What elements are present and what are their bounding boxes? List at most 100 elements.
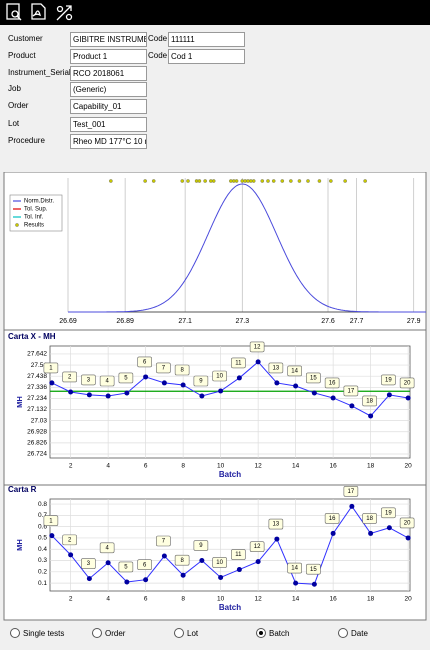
y-axis-label: MH [15,539,24,551]
field-label: Job [8,84,21,93]
y-tick-label: 27.54 [31,362,48,369]
point-label: 12 [254,344,261,350]
point-label: 2 [68,375,72,381]
point [180,382,186,388]
point-label: 7 [162,366,166,372]
point-label-box [174,364,190,376]
radio-dot[interactable] [174,628,184,638]
radio-dot[interactable] [92,628,102,638]
field-input[interactable]: Test_001 [70,117,147,132]
point [68,389,74,395]
point-label: 17 [348,489,355,495]
point [293,580,299,586]
code-input[interactable]: Cod 1 [168,49,245,64]
result-dot [297,179,302,183]
point [330,395,336,401]
point-label-box [362,513,377,524]
point [405,535,411,541]
point [218,388,224,394]
code-input[interactable]: 111111 [168,32,245,47]
y-tick-label: 27.438 [27,373,47,380]
radio-dot[interactable] [10,628,20,638]
point-label: 13 [273,522,280,528]
point [49,380,55,386]
y-tick-label: 27.03 [31,417,48,424]
point-label-box [99,542,115,554]
field-input[interactable]: Rheo MD 177°C 10 n [70,134,147,149]
radio-dot[interactable] [338,628,348,638]
chart-title: Carta X - MH [8,332,56,341]
radio-option[interactable]: Lot [174,628,198,638]
point-label: 6 [143,360,147,366]
radio-label: Date [351,628,368,638]
result-dot [186,179,190,183]
series-line [51,505,409,585]
point [274,536,280,542]
radio-option[interactable]: Date [338,628,368,638]
result-dot [260,179,265,183]
result-dot [306,179,310,183]
point-label-box [137,356,152,368]
point-label: 2 [68,537,72,543]
point-label-box [306,563,321,575]
legend-symbol [15,223,19,227]
radio-option[interactable]: Order [92,628,125,638]
point [311,581,317,587]
point [293,383,299,389]
x-tick-label: 26.69 [59,318,77,325]
point-label: 19 [385,510,392,516]
x-tick-label: 20 [405,596,413,603]
point-label-box [43,362,59,374]
y-tick-label: 26.826 [27,440,47,447]
point-label-box [231,549,246,560]
x-tick-label: 4 [106,596,110,603]
point-label: 11 [235,552,242,558]
pdf-icon[interactable] [31,3,46,20]
radio-option[interactable]: Single tests [10,628,64,638]
export-icon[interactable] [56,5,72,21]
x-tick-label: 10 [217,463,225,470]
point-label-box [343,486,359,497]
field-label: Order [8,101,29,110]
point-label-box [399,377,415,389]
point [68,552,74,558]
result-dot [251,179,256,183]
x-tick-label: 27.1 [178,318,192,325]
point [124,390,130,396]
y-tick-label: 26.928 [27,428,47,435]
point-label-box [81,374,96,386]
x-tick-label: 27.7 [350,318,364,325]
point-label: 5 [124,376,128,382]
radio-option[interactable]: Batch [256,628,289,638]
point-label-box [118,561,134,573]
point-label: 6 [143,562,147,568]
point [161,380,167,386]
field-input[interactable]: Product 1 [70,49,147,64]
field-input[interactable]: (Generic) [70,82,147,97]
field-input[interactable]: GIBITRE INSTRUMEN [70,32,147,47]
point-label-box [212,557,227,568]
field-input[interactable]: Capability_01 [70,99,147,114]
point [311,390,317,396]
normal-curve [68,183,426,313]
zoom-icon[interactable] [6,3,20,20]
point [236,567,242,573]
point [368,530,374,536]
point-label-box [249,341,265,353]
point-label-box [62,371,77,383]
field-label: Product [8,51,36,60]
point-label-box [212,370,227,382]
x-tick-label: 14 [292,463,300,470]
point-label: 20 [404,521,411,527]
result-dot [289,179,293,183]
point [349,503,355,509]
field-input[interactable]: RCO 2018061 [70,66,147,81]
x-tick-label: 2 [69,463,73,470]
point-label-box [81,558,96,569]
y-tick-label: 27.234 [27,395,47,402]
y-tick-label: 0.6 [38,523,47,530]
point-label-box [287,365,302,377]
point-label-box [324,513,340,524]
radio-dot[interactable] [256,628,266,638]
